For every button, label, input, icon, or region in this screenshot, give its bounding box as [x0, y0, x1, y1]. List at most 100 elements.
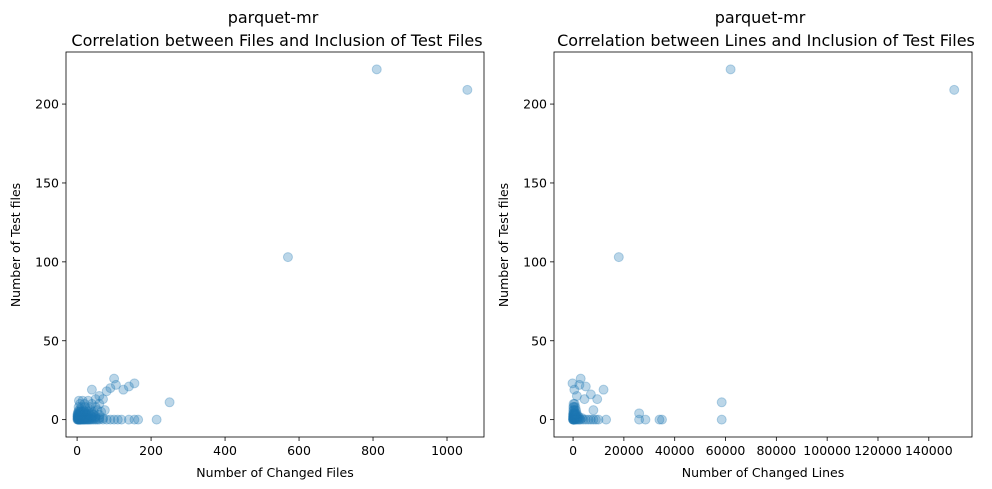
- y-tick-label: 50: [531, 333, 547, 348]
- y-axis-label: Number of Test files: [496, 183, 511, 307]
- x-axis-label: Number of Changed Files: [196, 465, 353, 480]
- data-point: [83, 395, 94, 406]
- data-point: [74, 414, 85, 425]
- x-tick-label: 0: [73, 443, 81, 458]
- data-point: [575, 414, 586, 425]
- data-point: [574, 413, 585, 424]
- data-point: [77, 413, 88, 424]
- data-point: [570, 411, 581, 422]
- data-point: [568, 411, 579, 422]
- scatter-points: [567, 64, 960, 425]
- data-point: [590, 414, 601, 425]
- data-point: [76, 414, 87, 425]
- data-point: [654, 414, 665, 425]
- data-point: [73, 408, 84, 419]
- data-point: [574, 414, 585, 425]
- data-point: [83, 408, 94, 419]
- data-point: [568, 414, 579, 425]
- data-point: [573, 411, 584, 422]
- data-point: [569, 411, 580, 422]
- data-point: [83, 413, 94, 424]
- data-point: [74, 406, 85, 417]
- x-tick-label: 40000: [655, 443, 695, 458]
- data-point: [75, 414, 86, 425]
- data-point: [94, 398, 105, 409]
- data-point: [568, 409, 579, 420]
- data-point: [75, 414, 86, 425]
- data-point: [598, 384, 609, 395]
- data-point: [105, 414, 116, 425]
- data-point: [73, 413, 84, 424]
- data-point: [74, 413, 85, 424]
- data-point: [77, 414, 88, 425]
- data-point: [580, 381, 591, 392]
- data-point: [73, 414, 84, 425]
- data-point: [80, 408, 91, 419]
- data-point: [72, 413, 83, 424]
- data-point: [73, 414, 84, 425]
- data-point: [105, 383, 116, 394]
- data-point: [80, 402, 91, 413]
- data-point: [282, 252, 293, 263]
- data-point: [90, 394, 101, 405]
- data-point: [73, 413, 84, 424]
- y-axis-ticks: 0 50 100 150 200: [35, 97, 66, 427]
- data-point: [79, 398, 90, 409]
- data-point: [569, 411, 580, 422]
- data-point: [90, 413, 101, 424]
- data-point: [571, 408, 582, 419]
- data-point: [77, 411, 88, 422]
- data-point: [86, 413, 97, 424]
- data-point: [164, 397, 175, 408]
- data-point: [78, 409, 89, 420]
- data-point: [90, 402, 101, 413]
- data-point: [86, 411, 97, 422]
- data-point: [569, 414, 580, 425]
- data-point: [77, 409, 88, 420]
- data-point: [123, 414, 134, 425]
- data-point: [73, 414, 84, 425]
- data-point: [80, 413, 91, 424]
- data-point: [371, 64, 382, 75]
- data-point: [72, 413, 83, 424]
- data-point: [571, 413, 582, 424]
- data-point: [90, 411, 101, 422]
- data-point: [84, 414, 95, 425]
- plot-frame: [65, 51, 485, 438]
- data-point: [73, 405, 84, 416]
- chart-lines-vs-test-files: parquet-mr Correlation between Lines and…: [496, 8, 975, 480]
- x-axis-ticks: 0 20000 40000 60000 80000 100000 120000 140000: [569, 437, 953, 458]
- chart-title-line-1: parquet-mr: [715, 8, 806, 27]
- plot-frame: [553, 51, 973, 438]
- data-point: [80, 414, 91, 425]
- data-point: [97, 414, 108, 425]
- data-point: [73, 413, 84, 424]
- data-point: [94, 409, 105, 420]
- data-point: [462, 84, 473, 95]
- data-point: [569, 405, 580, 416]
- data-point: [85, 409, 96, 420]
- data-point: [72, 408, 83, 419]
- data-point: [88, 409, 99, 420]
- data-point: [585, 414, 596, 425]
- data-point: [101, 386, 112, 397]
- data-point: [72, 414, 83, 425]
- x-tick-label: 100000: [803, 443, 851, 458]
- data-point: [72, 414, 83, 425]
- data-point: [151, 414, 162, 425]
- data-point: [570, 408, 581, 419]
- data-point: [569, 414, 580, 425]
- data-point: [570, 402, 581, 413]
- data-point: [569, 409, 580, 420]
- data-point: [571, 405, 582, 416]
- data-point: [97, 394, 108, 405]
- data-point: [569, 402, 580, 413]
- data-point: [79, 414, 90, 425]
- data-point: [82, 414, 93, 425]
- data-point: [116, 414, 127, 425]
- chart-title-line-2: Correlation between Files and Inclusion …: [71, 31, 482, 50]
- data-point: [640, 414, 651, 425]
- data-point: [83, 414, 94, 425]
- y-tick-label: 50: [43, 333, 59, 348]
- data-point: [73, 409, 84, 420]
